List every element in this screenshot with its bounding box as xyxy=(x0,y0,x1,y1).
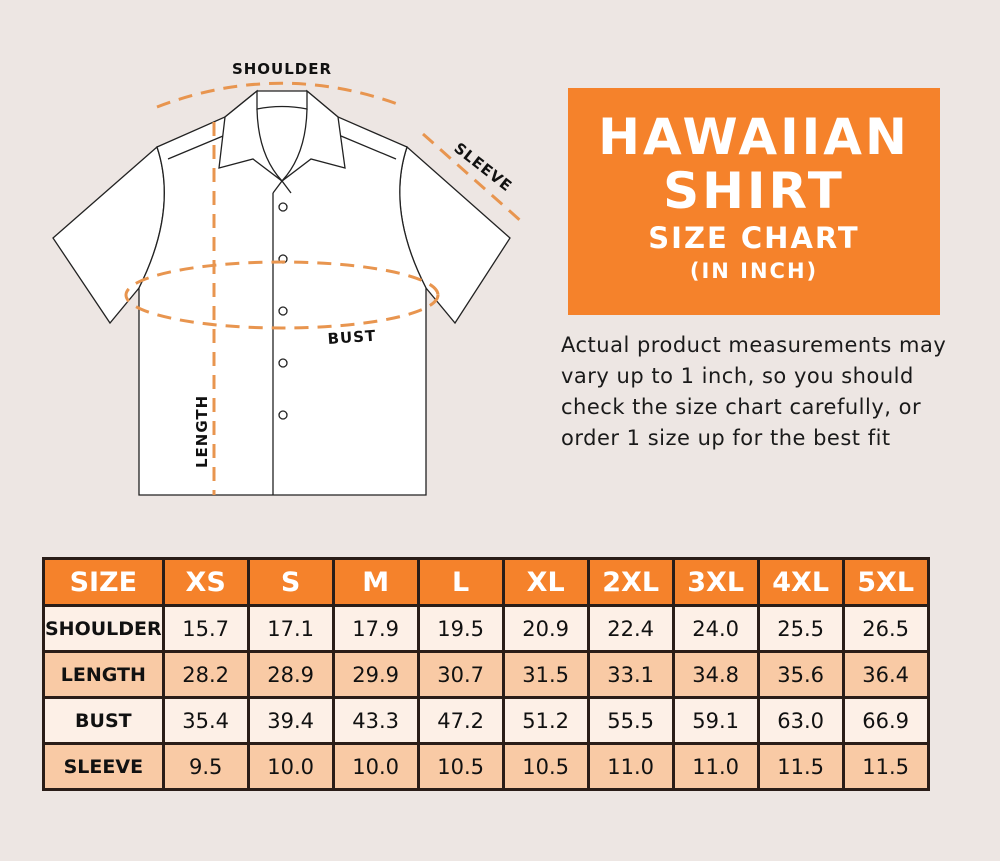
table-row: SLEEVE 9.5 10.0 10.0 10.5 10.5 11.0 11.0 11.5 11.… xyxy=(42,742,930,791)
table-cell: 51.2 xyxy=(501,696,590,745)
table-cell: 30.7 xyxy=(416,650,505,699)
table-cell: 11.0 xyxy=(671,742,760,791)
table-cell: 22.4 xyxy=(586,604,675,653)
length-label: LENGTH xyxy=(193,395,211,468)
subtitle: SIZE CHART xyxy=(648,221,860,255)
table-cell: 26.5 xyxy=(841,604,930,653)
table-cell: 11.5 xyxy=(841,742,930,791)
table-cell: 10.5 xyxy=(416,742,505,791)
table-cell: 11.5 xyxy=(756,742,845,791)
table-cell: 43.3 xyxy=(331,696,420,745)
measurement-note: Actual product measurements may vary up … xyxy=(561,333,947,450)
shirt-body xyxy=(138,90,427,496)
table-cell: 9.5 xyxy=(161,742,250,791)
shirt-outline xyxy=(52,89,511,496)
table-cell: 55.5 xyxy=(586,696,675,745)
header-cell: L xyxy=(416,557,505,607)
table-cell: 10.0 xyxy=(331,742,420,791)
table-cell: 33.1 xyxy=(586,650,675,699)
shirt-diagram: SHOULDER SLEEVE BUST LENGTH xyxy=(52,60,523,496)
header-cell: XL xyxy=(501,557,590,607)
bust-label: BUST xyxy=(327,327,377,348)
table-cell: 19.5 xyxy=(416,604,505,653)
unit-label: (IN INCH) xyxy=(689,259,819,283)
table-cell: 28.2 xyxy=(161,650,250,699)
table-cell: 34.8 xyxy=(671,650,760,699)
table-cell: 20.9 xyxy=(501,604,590,653)
table-cell: 17.9 xyxy=(331,604,420,653)
header-cell: M xyxy=(331,557,420,607)
table-cell: 63.0 xyxy=(756,696,845,745)
header-cell: S xyxy=(246,557,335,607)
measure-lines xyxy=(124,81,523,495)
table-cell: 35.4 xyxy=(161,696,250,745)
title-box: HAWAIIAN SHIRT SIZE CHART (IN INCH) xyxy=(568,88,940,315)
table-cell: 35.6 xyxy=(756,650,845,699)
table-row: LENGTH 28.2 28.9 29.9 30.7 31.5 33.1 34.8 35.6 36… xyxy=(42,650,930,699)
header-cell: 5XL xyxy=(841,557,930,607)
header-cell: 3XL xyxy=(671,557,760,607)
header-cell: SIZE xyxy=(42,557,165,607)
table-cell: 59.1 xyxy=(671,696,760,745)
shoulder-line xyxy=(156,81,404,109)
header-cell: 2XL xyxy=(586,557,675,607)
table-header-row: SIZE XS S M L XL 2XL 3XL 4XL 5XL xyxy=(42,557,930,607)
table-cell: 47.2 xyxy=(416,696,505,745)
table-cell: 10.0 xyxy=(246,742,335,791)
table-cell: 31.5 xyxy=(501,650,590,699)
row-label: BUST xyxy=(42,696,165,745)
table-cell: 24.0 xyxy=(671,604,760,653)
shoulder-label: SHOULDER xyxy=(232,60,332,78)
table-cell: 25.5 xyxy=(756,604,845,653)
table-cell: 11.0 xyxy=(586,742,675,791)
table-cell: 28.9 xyxy=(246,650,335,699)
table-row: BUST 35.4 39.4 43.3 47.2 51.2 55.5 59.1 63.0 66.9 xyxy=(42,696,930,745)
table-cell: 29.9 xyxy=(331,650,420,699)
table-cell: 17.1 xyxy=(246,604,335,653)
header-cell: XS xyxy=(161,557,250,607)
row-label: LENGTH xyxy=(42,650,165,699)
table-cell: 36.4 xyxy=(841,650,930,699)
bust-line xyxy=(124,260,440,330)
header-cell: 4XL xyxy=(756,557,845,607)
title-line-2: SHIRT xyxy=(663,162,845,220)
size-table: SIZE XS S M L XL 2XL 3XL 4XL 5XL SHOULDE… xyxy=(42,557,930,791)
table-cell: 10.5 xyxy=(501,742,590,791)
table-cell: 15.7 xyxy=(161,604,250,653)
table-cell: 39.4 xyxy=(246,696,335,745)
table-cell: 66.9 xyxy=(841,696,930,745)
title-line-1: HAWAIIAN xyxy=(598,108,910,166)
table-row: SHOULDER 15.7 17.1 17.9 19.5 20.9 22.4 24.0 25.5… xyxy=(42,604,930,653)
row-label: SLEEVE xyxy=(42,742,165,791)
row-label: SHOULDER xyxy=(42,604,165,653)
